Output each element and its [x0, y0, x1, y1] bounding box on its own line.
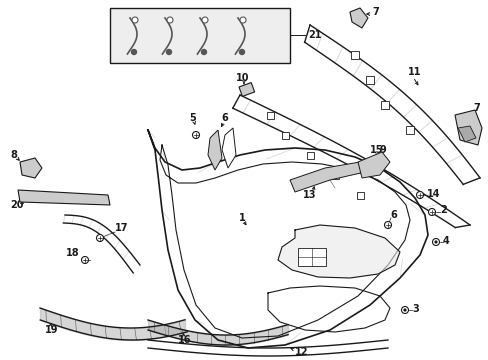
- Circle shape: [239, 50, 244, 54]
- Circle shape: [384, 221, 391, 229]
- Circle shape: [202, 17, 207, 23]
- Circle shape: [201, 50, 206, 54]
- Bar: [356, 192, 363, 199]
- Bar: [266, 112, 273, 119]
- Text: 4: 4: [442, 236, 449, 246]
- Circle shape: [166, 50, 171, 54]
- Text: 21: 21: [307, 30, 321, 40]
- Text: 16: 16: [178, 335, 191, 345]
- Text: 3: 3: [411, 304, 418, 314]
- Text: 6: 6: [221, 113, 228, 123]
- Bar: [331, 172, 338, 179]
- Circle shape: [192, 131, 199, 139]
- Polygon shape: [289, 162, 364, 192]
- Polygon shape: [222, 128, 236, 168]
- Text: 9: 9: [379, 145, 386, 155]
- Polygon shape: [20, 158, 42, 178]
- Polygon shape: [278, 225, 399, 278]
- Text: 13: 13: [303, 190, 316, 200]
- Text: 5: 5: [189, 113, 196, 123]
- Circle shape: [427, 208, 435, 216]
- Circle shape: [131, 50, 136, 54]
- Circle shape: [167, 17, 173, 23]
- Polygon shape: [18, 190, 110, 205]
- Circle shape: [431, 239, 439, 246]
- Circle shape: [240, 17, 245, 23]
- Bar: [239, 82, 254, 96]
- Circle shape: [81, 256, 88, 264]
- Text: 7: 7: [371, 7, 378, 17]
- Bar: [297, 248, 325, 266]
- Text: 18: 18: [66, 248, 80, 258]
- Bar: [365, 76, 373, 84]
- Bar: [350, 51, 358, 59]
- Circle shape: [403, 309, 406, 311]
- Text: 6: 6: [389, 210, 396, 220]
- Circle shape: [416, 192, 423, 198]
- FancyBboxPatch shape: [110, 8, 289, 63]
- Text: 11: 11: [407, 67, 421, 77]
- Text: 14: 14: [426, 189, 440, 199]
- Polygon shape: [349, 8, 367, 28]
- Text: 19: 19: [45, 325, 59, 335]
- Text: 7: 7: [472, 103, 479, 113]
- Text: 8: 8: [11, 150, 18, 160]
- Text: 20: 20: [10, 200, 23, 210]
- Text: 1: 1: [238, 213, 245, 223]
- Polygon shape: [454, 110, 481, 145]
- Text: 17: 17: [115, 223, 128, 233]
- Bar: [405, 126, 413, 134]
- Circle shape: [434, 241, 436, 243]
- Polygon shape: [357, 152, 389, 178]
- Polygon shape: [207, 130, 222, 170]
- Bar: [306, 152, 313, 159]
- Bar: [380, 101, 388, 109]
- Circle shape: [132, 17, 138, 23]
- Circle shape: [96, 234, 103, 242]
- Text: 12: 12: [294, 347, 308, 357]
- Polygon shape: [457, 126, 475, 142]
- Text: 15: 15: [369, 145, 383, 155]
- Circle shape: [401, 306, 407, 314]
- Text: 10: 10: [236, 73, 249, 83]
- Bar: [282, 132, 288, 139]
- Text: 2: 2: [439, 205, 446, 215]
